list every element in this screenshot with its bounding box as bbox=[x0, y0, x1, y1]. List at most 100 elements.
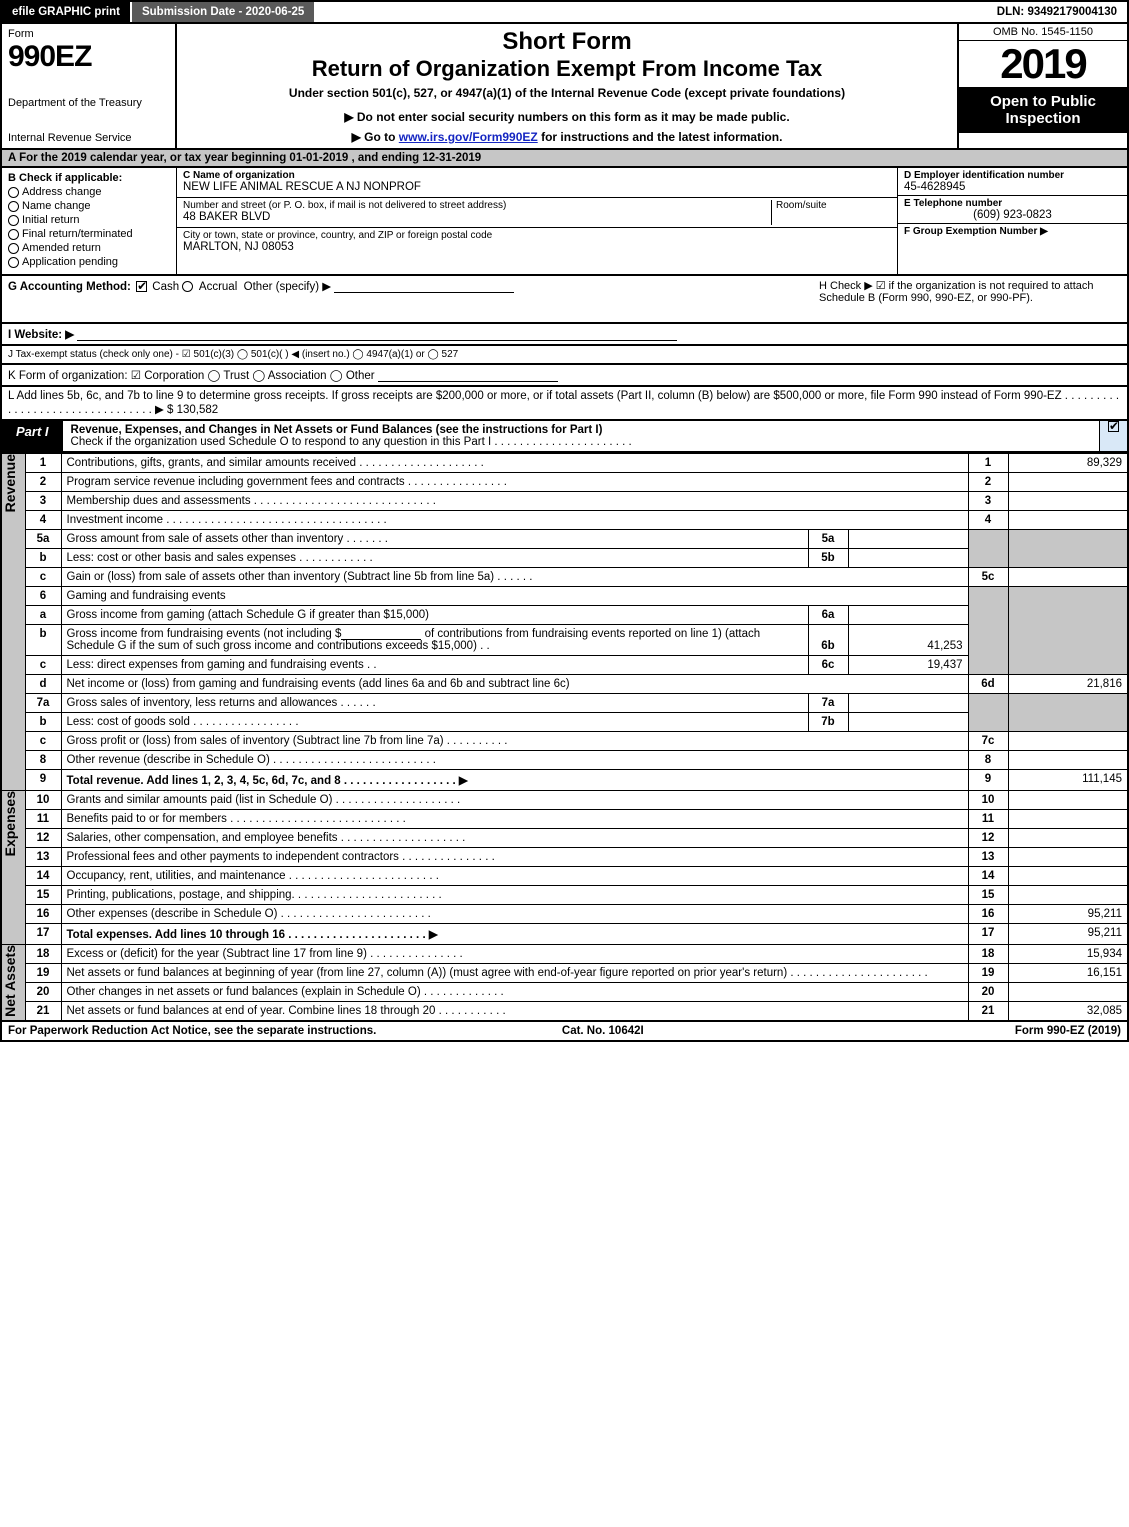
ein-cell: D Employer identification number 45-4628… bbox=[898, 168, 1127, 196]
line-20: 20Other changes in net assets or fund ba… bbox=[1, 983, 1128, 1002]
paperwork-notice: For Paperwork Reduction Act Notice, see … bbox=[8, 1025, 376, 1037]
tax-year: 2019 bbox=[959, 41, 1127, 87]
phone-cell: E Telephone number (609) 923-0823 bbox=[898, 196, 1127, 224]
header-right: OMB No. 1545-1150 2019 Open to Public In… bbox=[957, 24, 1127, 148]
cat-no: Cat. No. 10642I bbox=[562, 1025, 644, 1037]
line-6b-amount-input[interactable] bbox=[341, 628, 421, 640]
other-org-input[interactable] bbox=[378, 370, 558, 382]
header-center: Short Form Return of Organization Exempt… bbox=[177, 24, 957, 148]
g-label: G Accounting Method: bbox=[8, 281, 131, 293]
line-3: 3Membership dues and assessments . . . .… bbox=[1, 492, 1128, 511]
row-i-website: I Website: ▶ bbox=[0, 324, 1129, 346]
chk-address-change[interactable]: Address change bbox=[8, 186, 170, 198]
row-h-schedule-b: H Check ▶ ☑ if the organization is not r… bbox=[819, 279, 1119, 304]
org-name-label: C Name of organization bbox=[183, 170, 891, 181]
row-a-tax-year: A For the 2019 calendar year, or tax yea… bbox=[0, 150, 1129, 168]
dept-treasury: Department of the Treasury bbox=[8, 97, 169, 109]
row-k-org-form: K Form of organization: ☑ Corporation ◯ … bbox=[0, 365, 1129, 387]
phone-value: (609) 923-0823 bbox=[904, 209, 1121, 221]
l-amount: $ 130,582 bbox=[167, 404, 218, 416]
open-to-public: Open to Public Inspection bbox=[959, 87, 1127, 133]
revenue-label: Revenue bbox=[2, 454, 18, 512]
line-7b: bLess: cost of goods sold . . . . . . . … bbox=[1, 713, 1128, 732]
part1-header: Part I Revenue, Expenses, and Changes in… bbox=[0, 421, 1129, 453]
line-6: 6Gaming and fundraising events bbox=[1, 587, 1128, 606]
line-6d: dNet income or (loss) from gaming and fu… bbox=[1, 675, 1128, 694]
address-row: Number and street (or P. O. box, if mail… bbox=[177, 198, 897, 228]
chk-final-return[interactable]: Final return/terminated bbox=[8, 228, 170, 240]
omb-number: OMB No. 1545-1150 bbox=[959, 24, 1127, 41]
top-bar: efile GRAPHIC print Submission Date - 20… bbox=[0, 0, 1129, 22]
part1-sub: Check if the organization used Schedule … bbox=[71, 436, 632, 448]
goto-post: for instructions and the latest informat… bbox=[541, 130, 782, 144]
part1-tab: Part I bbox=[2, 421, 63, 451]
box-b: B Check if applicable: Address change Na… bbox=[2, 168, 177, 274]
goto-pre: ▶ Go to bbox=[352, 130, 399, 144]
net-assets-label: Net Assets bbox=[2, 945, 18, 1017]
line-8: 8Other revenue (describe in Schedule O) … bbox=[1, 751, 1128, 770]
form-header: Form 990EZ Department of the Treasury In… bbox=[0, 22, 1129, 150]
ein-label: D Employer identification number bbox=[904, 170, 1121, 181]
line-10: Expenses 10Grants and similar amounts pa… bbox=[1, 791, 1128, 810]
row-j-tax-exempt: J Tax-exempt status (check only one) - ☑… bbox=[0, 346, 1129, 365]
chk-accrual[interactable] bbox=[182, 281, 193, 292]
chk-application-pending[interactable]: Application pending bbox=[8, 256, 170, 268]
form-footer-label: Form 990-EZ (2019) bbox=[1015, 1025, 1121, 1037]
org-name-cell: C Name of organization NEW LIFE ANIMAL R… bbox=[177, 168, 897, 198]
part1-schedule-o-check[interactable] bbox=[1099, 421, 1127, 451]
line-5c: cGain or (loss) from sale of assets othe… bbox=[1, 568, 1128, 587]
city-value: MARLTON, NJ 08053 bbox=[183, 241, 891, 253]
ssn-note: ▶ Do not enter social security numbers o… bbox=[185, 110, 949, 124]
org-name-value: NEW LIFE ANIMAL RESCUE A NJ NONPROF bbox=[183, 181, 891, 193]
row-g-accounting: G Accounting Method: Cash Accrual Other … bbox=[0, 276, 1129, 324]
phone-label: E Telephone number bbox=[904, 198, 1121, 209]
dln: DLN: 93492179004130 bbox=[987, 2, 1127, 22]
goto-line: ▶ Go to www.irs.gov/Form990EZ for instru… bbox=[185, 130, 949, 144]
line-9: 9Total revenue. Add lines 1, 2, 3, 4, 5c… bbox=[1, 770, 1128, 791]
chk-initial-return[interactable]: Initial return bbox=[8, 214, 170, 226]
line-7c: cGross profit or (loss) from sales of in… bbox=[1, 732, 1128, 751]
address-label: Number and street (or P. O. box, if mail… bbox=[183, 200, 771, 211]
room-label: Room/suite bbox=[776, 200, 891, 211]
line-6b: bGross income from fundraising events (n… bbox=[1, 625, 1128, 656]
group-exemption-cell: F Group Exemption Number ▶ bbox=[898, 224, 1127, 274]
box-c: C Name of organization NEW LIFE ANIMAL R… bbox=[177, 168, 897, 274]
line-12: 12Salaries, other compensation, and empl… bbox=[1, 829, 1128, 848]
chk-cash[interactable] bbox=[136, 281, 147, 292]
website-input[interactable] bbox=[77, 329, 677, 341]
line-21: 21Net assets or fund balances at end of … bbox=[1, 1002, 1128, 1022]
line-6c: cLess: direct expenses from gaming and f… bbox=[1, 656, 1128, 675]
irs-link[interactable]: www.irs.gov/Form990EZ bbox=[399, 130, 538, 144]
page-footer: For Paperwork Reduction Act Notice, see … bbox=[0, 1022, 1129, 1042]
line-5a: 5aGross amount from sale of assets other… bbox=[1, 530, 1128, 549]
chk-name-change[interactable]: Name change bbox=[8, 200, 170, 212]
group-exemption-label: F Group Exemption Number ▶ bbox=[904, 226, 1121, 237]
chk-amended-return[interactable]: Amended return bbox=[8, 242, 170, 254]
part1-table: Revenue 1Contributions, gifts, grants, a… bbox=[0, 453, 1129, 1022]
box-b-label: B Check if applicable: bbox=[8, 172, 170, 184]
line-19: 19Net assets or fund balances at beginni… bbox=[1, 964, 1128, 983]
expenses-label: Expenses bbox=[2, 791, 18, 856]
line-17: 17Total expenses. Add lines 10 through 1… bbox=[1, 924, 1128, 945]
submission-date: Submission Date - 2020-06-25 bbox=[132, 2, 314, 22]
city-cell: City or town, state or province, country… bbox=[177, 228, 897, 258]
line-6a: aGross income from gaming (attach Schedu… bbox=[1, 606, 1128, 625]
row-l-gross-receipts: L Add lines 5b, 6c, and 7b to line 9 to … bbox=[0, 387, 1129, 421]
header-left: Form 990EZ Department of the Treasury In… bbox=[2, 24, 177, 148]
subtitle: Under section 501(c), 527, or 4947(a)(1)… bbox=[185, 86, 949, 100]
line-1: Revenue 1Contributions, gifts, grants, a… bbox=[1, 454, 1128, 473]
line-15: 15Printing, publications, postage, and s… bbox=[1, 886, 1128, 905]
dept-irs: Internal Revenue Service bbox=[8, 132, 169, 144]
short-form-title: Short Form bbox=[185, 28, 949, 56]
line-7a: 7aGross sales of inventory, less returns… bbox=[1, 694, 1128, 713]
other-method-input[interactable] bbox=[334, 281, 514, 293]
line-5b: bLess: cost or other basis and sales exp… bbox=[1, 549, 1128, 568]
line-11: 11Benefits paid to or for members . . . … bbox=[1, 810, 1128, 829]
line-13: 13Professional fees and other payments t… bbox=[1, 848, 1128, 867]
line-18: Net Assets 18Excess or (deficit) for the… bbox=[1, 945, 1128, 964]
form-label: Form bbox=[8, 28, 169, 40]
form-number: 990EZ bbox=[8, 40, 169, 74]
box-def: D Employer identification number 45-4628… bbox=[897, 168, 1127, 274]
line-4: 4Investment income . . . . . . . . . . .… bbox=[1, 511, 1128, 530]
efile-print-button[interactable]: efile GRAPHIC print bbox=[2, 2, 132, 22]
